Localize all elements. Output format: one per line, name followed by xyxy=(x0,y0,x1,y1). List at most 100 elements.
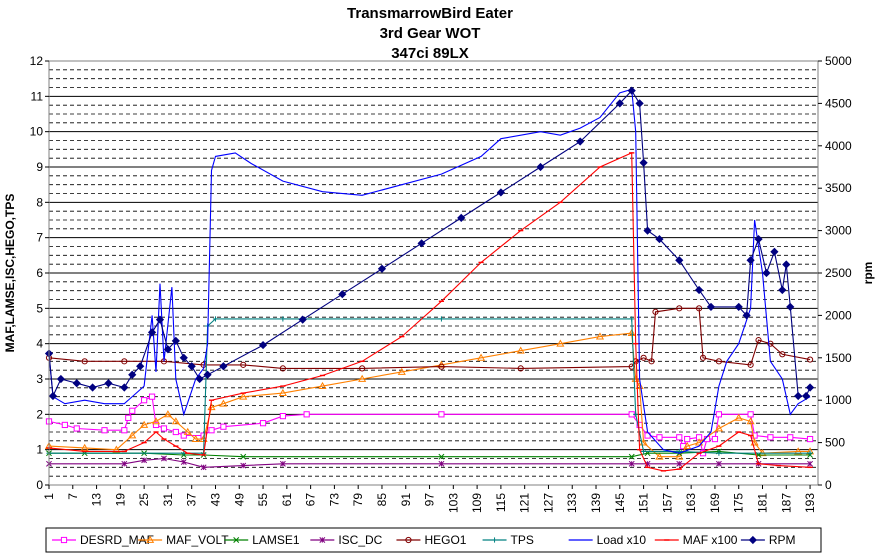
point-hego1 xyxy=(438,363,445,370)
point-rpm xyxy=(48,391,58,401)
x-tick-label: 43 xyxy=(208,493,222,507)
point-hego1 xyxy=(699,354,707,361)
point-rpm xyxy=(576,137,585,146)
point-isc-dc xyxy=(200,464,207,471)
point-maf-volt xyxy=(516,346,525,354)
point-rpm xyxy=(417,239,426,248)
point-rpm xyxy=(536,162,545,172)
point-hego1 xyxy=(279,365,286,372)
point-rpm xyxy=(163,345,173,354)
point-hego1 xyxy=(240,361,247,368)
point-maf-volt xyxy=(239,392,248,400)
left-tick-label: 12 xyxy=(30,54,44,68)
legend-swatch-marker xyxy=(405,536,412,544)
x-tick-label: 127 xyxy=(541,493,555,513)
point-maf-volt xyxy=(683,441,692,450)
left-tick-label: 6 xyxy=(36,266,43,280)
point-desrd-maf xyxy=(180,432,187,439)
point-isc-dc xyxy=(240,462,247,469)
x-tick-label: 61 xyxy=(280,493,294,507)
legend-item-desrd-maf: DESRD_MAF xyxy=(52,533,154,547)
point-hego1 xyxy=(676,305,683,312)
point-rpm xyxy=(457,213,466,222)
point-tps xyxy=(438,316,445,322)
point-maf-volt xyxy=(318,381,327,389)
point-rpm xyxy=(762,268,771,278)
point-rpm xyxy=(72,379,81,388)
x-tick-label: 181 xyxy=(756,493,770,513)
x-tick-label: 133 xyxy=(565,493,579,513)
point-rpm xyxy=(56,374,65,384)
point-tps xyxy=(633,411,639,417)
title-line-1: TransmarrowBird Eater xyxy=(347,5,513,22)
left-tick-label: 1 xyxy=(36,443,43,457)
legend-label: LAMSE1 xyxy=(252,533,300,547)
point-desrd-maf xyxy=(656,434,663,441)
point-rpm xyxy=(627,86,636,95)
y-axis-right-label: rpm xyxy=(861,262,875,285)
point-maf-volt xyxy=(595,332,605,340)
point-isc-dc xyxy=(715,460,722,467)
legend-swatch-marker xyxy=(233,537,240,543)
left-tick-label: 9 xyxy=(36,160,43,174)
point-lamse1 xyxy=(628,453,635,460)
marker-stroke xyxy=(240,453,247,460)
legend-item-maf-volt: MAF_VOLT xyxy=(138,533,229,547)
point-rpm xyxy=(219,362,228,371)
series-isc-dc xyxy=(46,455,814,471)
x-tick-label: 145 xyxy=(613,493,627,513)
left-tick-label: 10 xyxy=(30,125,44,139)
point-isc-dc xyxy=(807,460,814,467)
series-rpm xyxy=(44,86,815,401)
legend-swatch-marker xyxy=(748,535,757,545)
x-tick-label: 193 xyxy=(803,493,817,513)
point-maf-volt xyxy=(278,388,287,397)
marker-stroke xyxy=(233,537,240,543)
legend-label: ISC_DC xyxy=(338,533,382,547)
point-desrd-maf xyxy=(303,411,310,418)
point-desrd-maf xyxy=(787,434,794,441)
legend: DESRD_MAF MAF_VOLT LAMSE1 ISC_DC HEGO1 TPS Loa… xyxy=(45,527,822,553)
point-rpm xyxy=(155,315,165,324)
point-hego1 xyxy=(806,356,814,363)
point-desrd-maf xyxy=(101,427,108,434)
right-tick-label: 4000 xyxy=(825,139,852,153)
point-desrd-maf xyxy=(61,421,68,429)
point-lamse1 xyxy=(438,453,445,460)
point-desrd-maf xyxy=(152,421,160,429)
point-rpm xyxy=(643,226,652,235)
point-maf-volt xyxy=(794,447,803,455)
legend-item-rpm: RPM xyxy=(740,533,796,547)
x-tick-label: 1 xyxy=(42,493,56,500)
point-maf-volt xyxy=(714,424,723,432)
point-rpm xyxy=(706,302,716,312)
point-tps xyxy=(212,316,219,322)
chart-title: TransmarrowBird Eater 3rd Gear WOT 347ci… xyxy=(347,5,513,62)
point-maf-volt xyxy=(627,328,636,336)
right-tick-label: 3000 xyxy=(825,224,852,238)
x-tick-label: 31 xyxy=(161,493,175,507)
point-isc-dc xyxy=(121,460,128,467)
point-hego1 xyxy=(715,358,723,365)
point-desrd-maf xyxy=(220,423,227,430)
point-isc-dc xyxy=(628,460,635,467)
point-maf-volt xyxy=(655,452,664,460)
point-rpm xyxy=(754,234,763,244)
point-tps xyxy=(280,316,286,322)
left-tick-label: 7 xyxy=(36,231,43,245)
point-rpm xyxy=(675,256,684,265)
point-rpm xyxy=(195,374,204,384)
point-rpm xyxy=(655,234,664,244)
point-tps xyxy=(716,450,722,456)
x-tick-label: 163 xyxy=(684,493,698,513)
axes: 0123456789101112050010001500200025003000… xyxy=(30,54,852,513)
legend-item-maf-x100: MAF x100 xyxy=(654,533,738,547)
right-tick-label: 0 xyxy=(825,478,832,492)
point-desrd-maf xyxy=(125,414,132,421)
point-rpm xyxy=(104,379,113,388)
point-maf-volt xyxy=(171,417,180,425)
point-maf-volt xyxy=(746,417,755,425)
point-maf-volt xyxy=(635,381,644,389)
point-hego1 xyxy=(767,340,774,347)
